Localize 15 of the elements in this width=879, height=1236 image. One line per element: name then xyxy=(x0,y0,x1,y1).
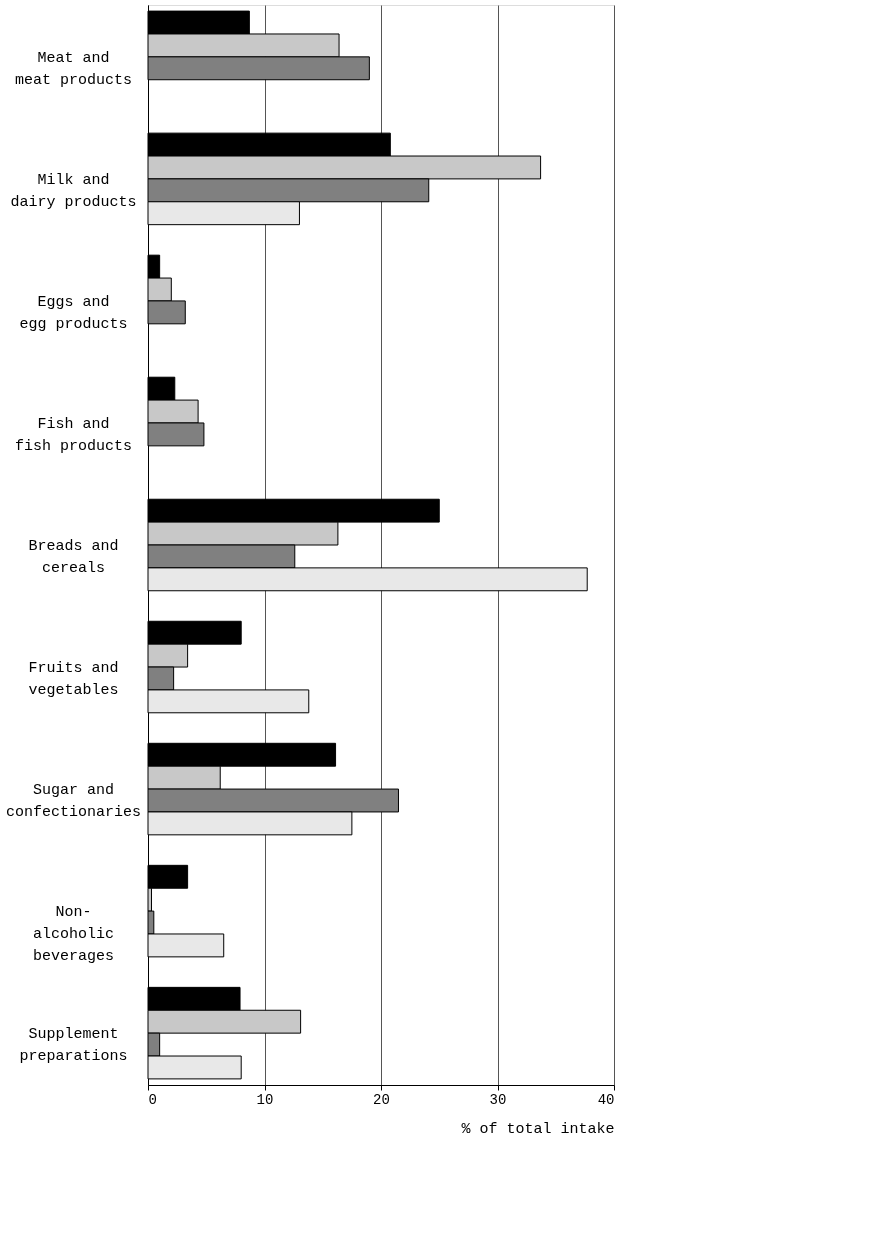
y-tick-label: Fruits and vegetables xyxy=(28,660,119,700)
x-axis-title: % of total intake xyxy=(461,1120,615,1138)
y-tick-label: Fish and fish products xyxy=(14,415,133,455)
y-tick-label: Meat and meat products xyxy=(14,49,133,89)
x-tick-label: 20 xyxy=(373,1091,390,1108)
y-tick-label: Supplement preparations xyxy=(19,1026,128,1066)
x-tick-label: 0 xyxy=(148,1091,157,1108)
x-tick-label: 10 xyxy=(256,1091,274,1108)
y-tick-label: Non- alcoholic beverages xyxy=(32,904,115,966)
x-tick-label: 30 xyxy=(489,1091,507,1108)
y-tick-label: Sugar and confectionaries xyxy=(5,782,142,822)
x-tick-label: 40 xyxy=(597,1091,615,1108)
y-tick-label: Eggs and egg products xyxy=(19,293,128,333)
y-tick-label: Milk and dairy products xyxy=(10,171,137,211)
y-tick-label: Breads and cereals xyxy=(28,538,119,577)
